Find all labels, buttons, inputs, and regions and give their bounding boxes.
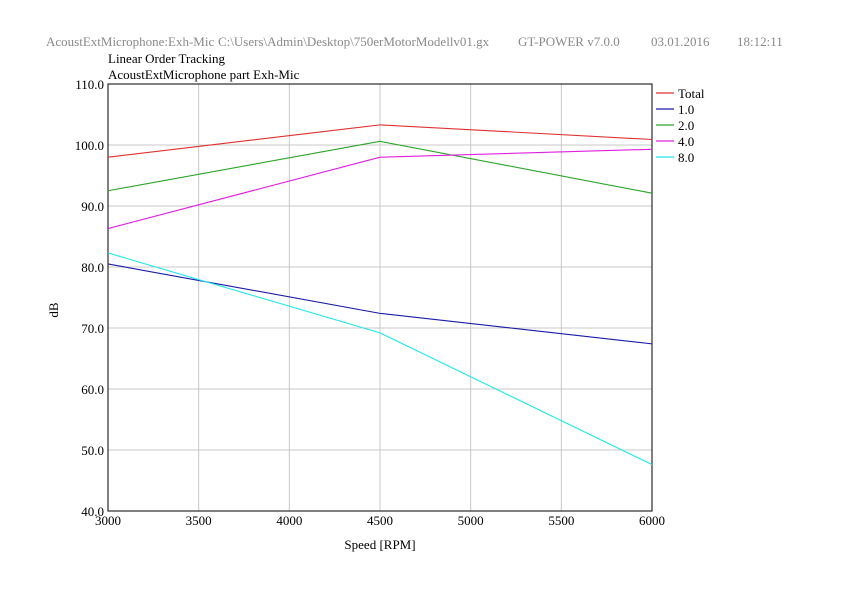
series-line-Total xyxy=(107,124,653,158)
x-tick-label: 4000 xyxy=(276,513,302,528)
series-lines xyxy=(107,124,653,466)
legend-label: 1.0 xyxy=(678,102,694,117)
header-date: 03.01.2016 xyxy=(651,34,710,49)
y-tick-label: 50.0 xyxy=(81,443,104,458)
y-tick-label: 70.0 xyxy=(81,321,104,336)
series-line-8-0 xyxy=(107,252,653,466)
x-tick-label: 5000 xyxy=(458,513,484,528)
chart-title: Linear Order Tracking xyxy=(108,51,225,66)
legend-label: 4.0 xyxy=(678,134,694,149)
plot-frame xyxy=(107,83,653,512)
y-tick-label: 60.0 xyxy=(81,382,104,397)
legend-label: 2.0 xyxy=(678,118,694,133)
header-path: C:\Users\Admin\Desktop\750erMotorModellv… xyxy=(218,34,490,49)
x-tick-label: 3500 xyxy=(186,513,212,528)
legend-label: 8.0 xyxy=(678,150,694,165)
tick-labels: 3000 3500 4000 4500 5000 5500 6000 40.0 50.0 60.0… xyxy=(75,77,665,528)
legend-label: Total xyxy=(678,86,705,101)
header-source: AcoustExtMicrophone:Exh-Mic xyxy=(46,34,215,49)
chart-subtitle: AcoustExtMicrophone part Exh-Mic xyxy=(108,67,300,82)
y-tick-label: 110.0 xyxy=(75,77,104,92)
x-tick-label: 4500 xyxy=(367,513,393,528)
y-tick-label: 90.0 xyxy=(81,199,104,214)
header-app: GT-POWER v7.0.0 xyxy=(518,34,620,49)
x-tick-label: 5500 xyxy=(548,513,574,528)
series-line-2-0 xyxy=(107,140,653,194)
x-tick-label: 3000 xyxy=(95,513,121,528)
header-time: 18:12:11 xyxy=(737,34,783,49)
y-tick-label: 80.0 xyxy=(81,260,104,275)
series-line-4-0 xyxy=(107,148,653,230)
x-tick-label: 6000 xyxy=(639,513,665,528)
y-axis-label: dB xyxy=(46,302,61,318)
series-line-1-0 xyxy=(107,263,653,345)
x-axis-label: Speed [RPM] xyxy=(344,537,415,552)
y-tick-label: 100.0 xyxy=(75,138,104,153)
y-tick-label: 40.0 xyxy=(81,504,104,519)
